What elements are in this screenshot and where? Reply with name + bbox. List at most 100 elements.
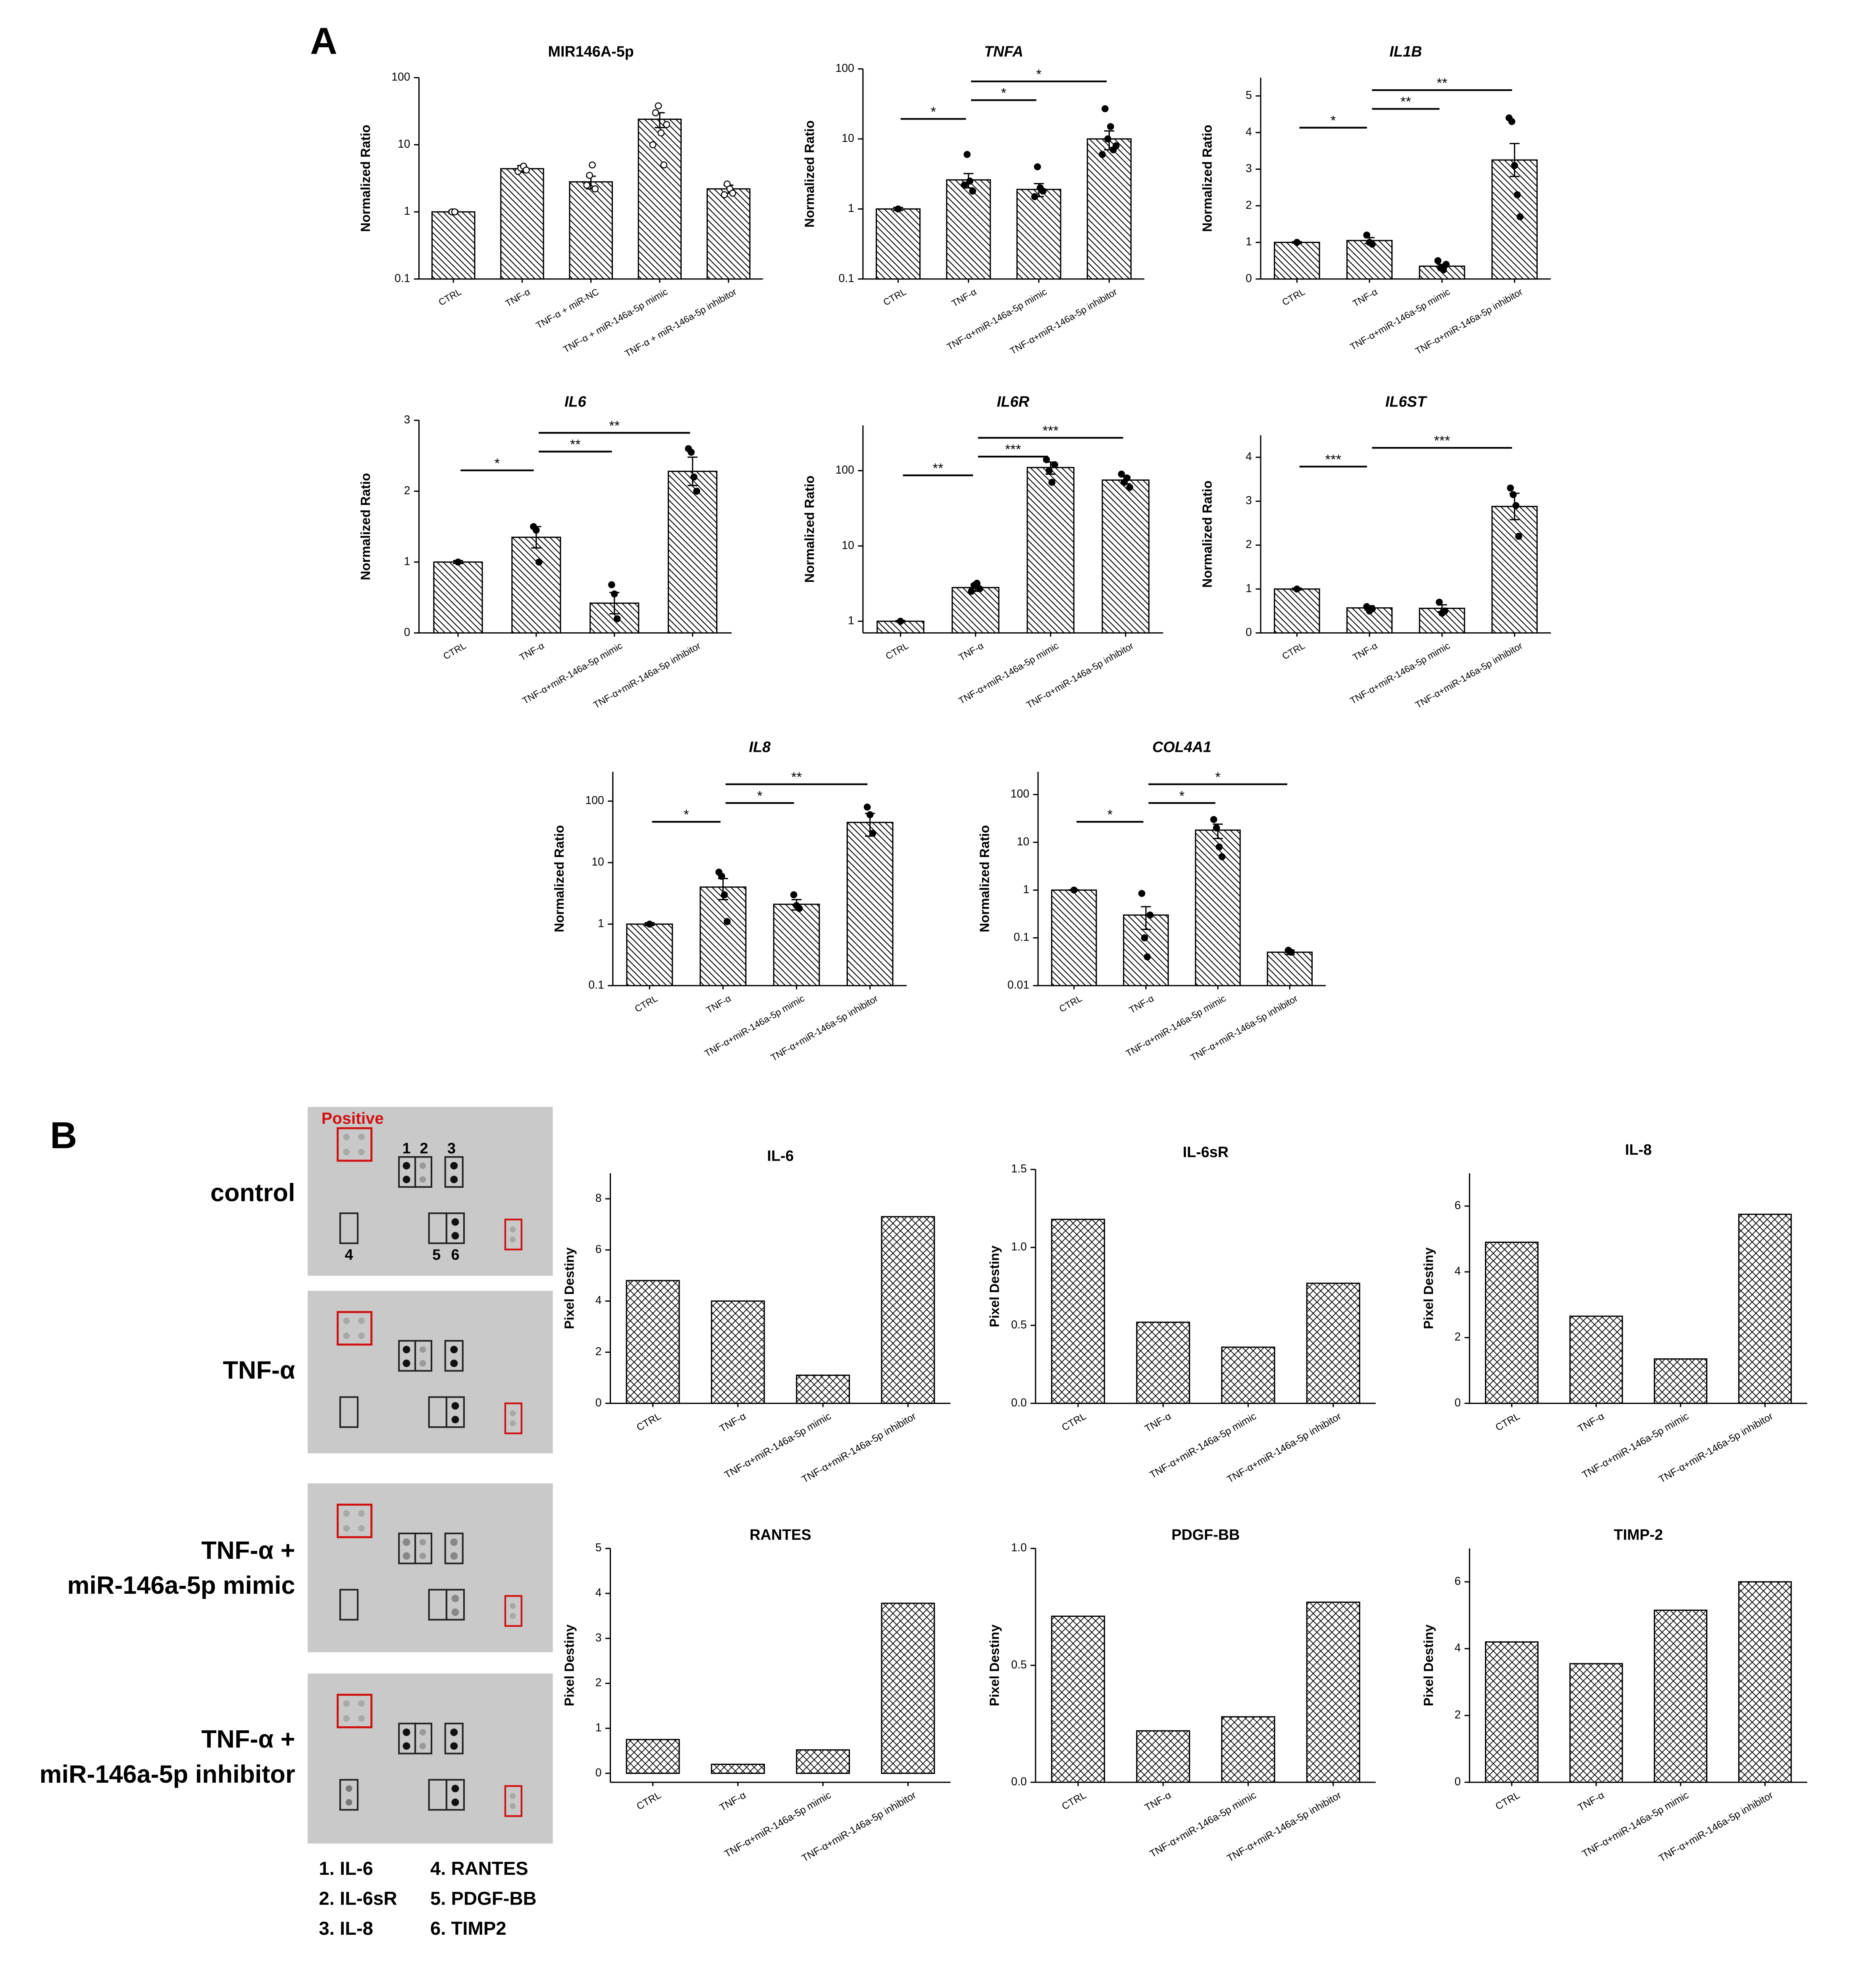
bar [1491,159,1538,280]
spot [403,1742,410,1750]
legend-item: 5. PDGF-BB [430,1888,537,1909]
positive-box [337,1693,373,1728]
y-tick-label: 1.0 [1011,1541,1027,1554]
x-tick-label: TNF-α [718,1789,748,1813]
chart-title: IL-6sR [1183,1144,1229,1161]
spot-box [339,1396,359,1428]
y-tick-label: 100 [1011,788,1029,800]
row-label: control [210,1179,295,1207]
x-tick-label: CTRL [882,287,908,308]
data-point [894,205,902,213]
bar [569,181,613,280]
spot [419,1729,426,1736]
significance-label: * [1107,807,1112,822]
y-tick-label: 0.1 [395,272,410,285]
spot [343,1510,350,1517]
data-point [586,171,593,179]
bar [1569,1663,1623,1783]
y-axis-label: Normalized Ratio [358,125,373,232]
spot [510,1803,516,1809]
data-point [721,191,728,198]
data-point [1369,605,1376,612]
data-point [1039,187,1047,195]
spot-box [444,1722,464,1755]
spot-box [339,1212,359,1244]
spot [510,1603,516,1609]
data-point [1515,533,1522,540]
data-point [589,161,596,169]
legend-item: 2. IL-6sR [319,1888,397,1909]
spot [358,1148,365,1156]
data-point [1293,586,1301,593]
y-tick-label: 10 [591,856,604,869]
data-point [1112,142,1120,149]
spot [451,1785,459,1793]
spot [343,1148,350,1156]
y-tick-label: 1.0 [1011,1240,1027,1253]
spot [451,1595,459,1602]
bar [1136,1730,1190,1783]
y-tick-label: 1 [1023,883,1029,896]
x-tick-label: TNF-α + miR-NC [534,287,601,331]
data-point [968,587,975,595]
significance-label: * [1179,788,1185,803]
significance-label: ** [609,418,620,433]
spot-box [414,1156,433,1188]
data-point [1046,467,1053,474]
spot-number: 6 [451,1247,459,1264]
bar [1221,1346,1275,1404]
blot-image [308,1483,553,1653]
y-tick-label: 0 [1454,1396,1461,1409]
data-point [1512,502,1520,509]
spot [403,1360,410,1367]
data-point [522,166,530,174]
data-point [1293,239,1301,246]
y-tick-label: 1 [404,555,410,568]
spot [343,1332,350,1339]
data-point [451,208,458,216]
bar [500,168,544,280]
y-tick-label: 0.5 [1011,1658,1027,1671]
spot [510,1410,516,1417]
y-axis-label: Normalized Ratio [552,825,567,932]
bar [1274,588,1320,634]
data-point [649,141,657,148]
spot [343,1134,350,1140]
chart-title: TNFA [984,44,1023,60]
blot-image [308,1673,553,1844]
chart-title: IL-8 [1625,1142,1652,1158]
x-tick-label: CTRL [1281,641,1307,662]
data-point [663,121,670,128]
spot-number: 3 [447,1140,456,1157]
x-tick-label: CTRL [884,641,910,662]
positive-box [504,1218,523,1250]
bar [1491,506,1538,634]
x-tick-label: TNF-α [518,641,546,663]
spot [419,1162,426,1169]
y-tick-label: 4 [595,1294,602,1307]
y-tick-label: 3 [1246,494,1252,507]
bar [946,179,991,280]
spot [510,1226,516,1233]
spot [358,1134,365,1140]
bar [699,886,747,986]
x-tick-label: CTRL [442,641,468,662]
spot-number: 5 [432,1247,441,1264]
data-point [1070,886,1078,894]
data-point [724,918,731,925]
y-tick-label: 10 [842,539,854,552]
positive-label: Positive [322,1109,384,1127]
y-tick-label: 6 [1454,1575,1461,1587]
y-tick-label: 1 [595,1721,602,1734]
bar [1221,1716,1275,1783]
bar [433,561,483,634]
y-tick-label: 3 [595,1631,602,1644]
bar [796,1374,850,1404]
significance-label: * [930,104,936,119]
spot-box [445,1396,465,1428]
spot [403,1552,410,1560]
data-point [1123,474,1131,482]
y-tick-label: 10 [1017,835,1029,848]
y-tick-label: 100 [585,794,604,807]
bar [706,188,751,280]
